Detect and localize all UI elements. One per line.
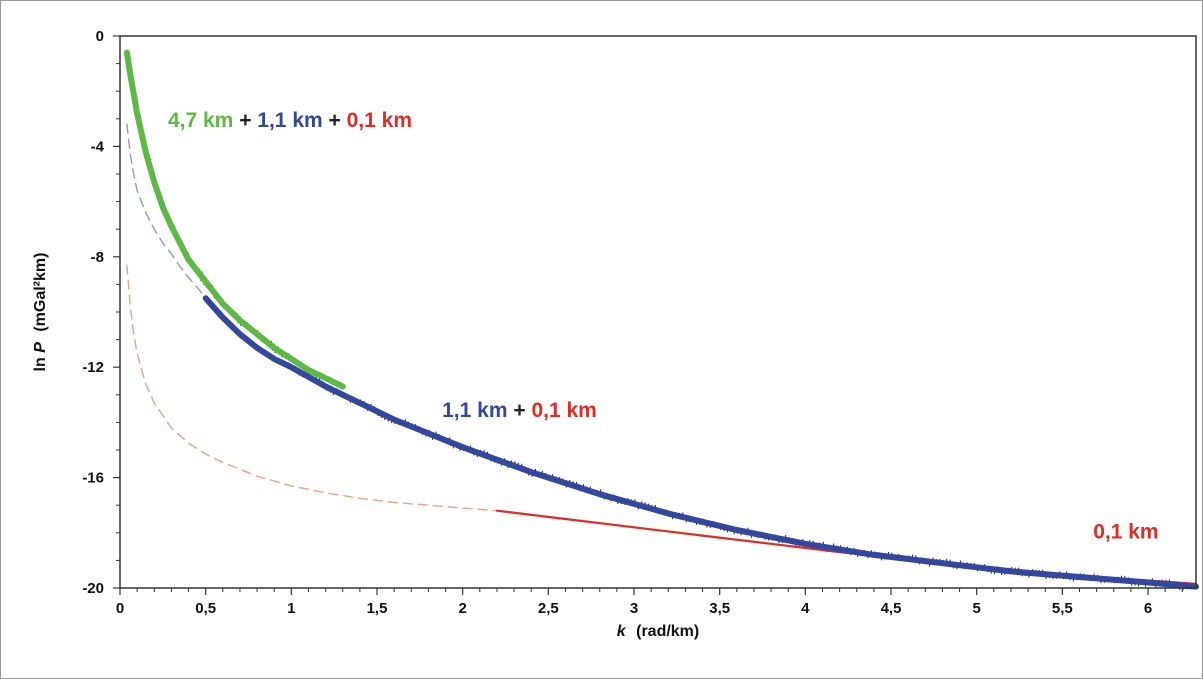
- x-axis-title: k (rad/km): [617, 623, 699, 640]
- annotation-part: 1,1 km: [257, 109, 322, 132]
- x-tick-label: 3,5: [709, 600, 730, 617]
- x-tick-label: 1,5: [367, 600, 388, 617]
- series-line-blue: [202, 295, 1199, 590]
- x-tick-label: 0,5: [195, 600, 216, 617]
- depth-annotations: 4,7 km + 1,1 km + 0,1 km1,1 km + 0,1 km0…: [168, 109, 1159, 543]
- x-tick-label: 2: [459, 600, 467, 617]
- y-tick-label: -16: [82, 470, 104, 487]
- depth-annotation: 1,1 km + 0,1 km: [442, 399, 597, 422]
- annotation-part: 1,1 km: [442, 399, 507, 422]
- x-tick-label: 2,5: [538, 600, 559, 617]
- series-line-red-dashed: [126, 264, 498, 512]
- y-tick-label: -20: [82, 580, 104, 597]
- y-axis-prefix: ln: [32, 353, 49, 372]
- x-tick-label: 6: [1144, 600, 1152, 617]
- series-line-blue-dashed: [126, 123, 207, 299]
- y-tick-label: -8: [91, 249, 104, 266]
- y-tick-label: 0: [96, 28, 104, 45]
- series-line-green: [123, 49, 346, 390]
- x-axis: 0 0,5 1 1,5 2 2,5 3 3,5 4 4,5 5 5,5 6: [116, 588, 1183, 617]
- x-tick-label: 1: [287, 600, 295, 617]
- depth-annotation: 4,7 km + 1,1 km + 0,1 km: [168, 109, 412, 132]
- annotation-part: 0,1 km: [347, 109, 412, 132]
- annotation-part: 0,1 km: [531, 399, 596, 422]
- y-axis: 0 -4 -8 -12 -16 -20: [82, 28, 120, 597]
- annotation-part: 4,7 km: [168, 109, 233, 132]
- x-tick-label: 4: [801, 600, 810, 617]
- x-axis-variable: k: [617, 623, 627, 640]
- x-tick-label: 5,5: [1052, 600, 1073, 617]
- x-tick-label: 5: [973, 600, 981, 617]
- y-tick-label: -12: [82, 359, 104, 376]
- y-axis-unit: (mGal²km): [32, 253, 49, 332]
- y-axis-title: ln P (mGal²km): [32, 253, 49, 372]
- annotation-part: +: [323, 109, 347, 132]
- y-tick-label: -4: [91, 138, 105, 155]
- depth-annotation: 0,1 km: [1093, 520, 1158, 543]
- x-axis-unit: (rad/km): [636, 623, 699, 640]
- series-line-red: [495, 509, 1198, 586]
- x-tick-label: 0: [116, 600, 124, 617]
- annotation-part: 0,1 km: [1093, 520, 1158, 543]
- y-axis-variable: P: [32, 342, 49, 353]
- x-tick-label: 3: [630, 600, 638, 617]
- annotation-part: +: [233, 109, 257, 132]
- model-curves: [123, 49, 1199, 590]
- x-tick-label: 4,5: [881, 600, 902, 617]
- annotation-part: +: [508, 399, 532, 422]
